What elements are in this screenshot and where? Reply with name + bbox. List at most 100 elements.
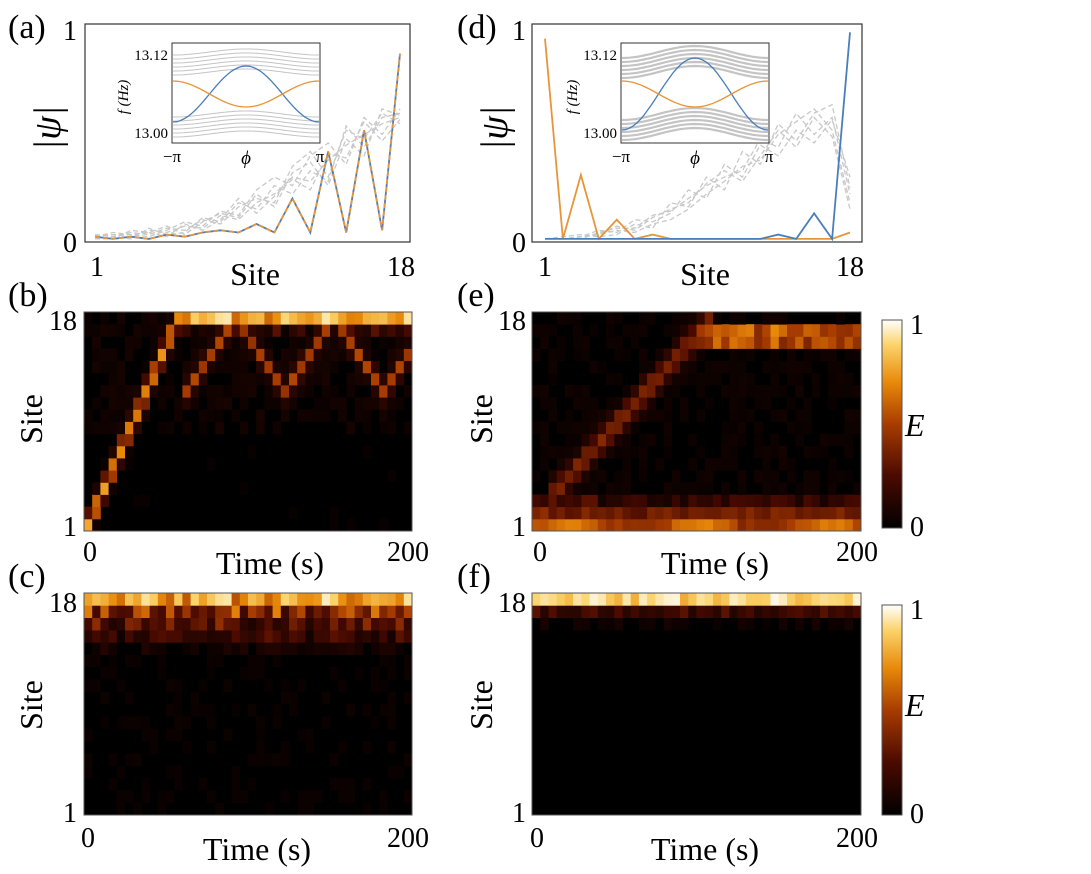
heatmap-b-cell [362, 421, 372, 435]
heatmap-e-cell [844, 445, 854, 459]
heatmap-c-cell [297, 679, 306, 692]
heatmap-e-cell [721, 336, 730, 349]
heatmap-e-cell [762, 312, 771, 325]
heatmap-c-cell [215, 654, 224, 668]
heatmap-e-cell [754, 494, 763, 508]
plot-d-ytick-bottom: 0 [512, 228, 526, 259]
heatmap-e-cell [795, 336, 804, 349]
heatmap-e-cell [795, 433, 804, 447]
heatmap-b-ytick-top: 18 [49, 306, 77, 337]
plot-a-inset-bulk-lower-5 [173, 130, 319, 138]
heatmap-b-cell [248, 445, 257, 459]
heatmap-c-cell [256, 741, 265, 754]
heatmap-c-cell [108, 778, 118, 791]
heatmap-e-cell [778, 360, 788, 374]
heatmap-c-cell [157, 593, 167, 606]
heatmap-e-cell [704, 336, 714, 349]
heatmap-c-cell [321, 691, 331, 705]
heatmap-c-cell [354, 642, 364, 655]
heatmap-c-cell [338, 790, 347, 803]
heatmap-c-cell [239, 667, 249, 680]
heatmap-e-cell [688, 494, 697, 508]
heatmap-b-cell [166, 421, 175, 435]
heatmap-e-cell [671, 506, 681, 520]
heatmap-e-cell [573, 385, 582, 398]
plot-d-inset-bulk-upper-0 [621, 44, 769, 60]
heatmap-f-cell [737, 617, 747, 631]
heatmap-e-cell [762, 445, 771, 459]
plot-d-inset-ylabel: f (Hz) [565, 80, 581, 115]
heatmap-b-cell [256, 421, 265, 435]
heatmap-f-cell [737, 593, 747, 606]
heatmap-c-cell [305, 593, 314, 606]
heatmap-b-cell [84, 409, 93, 422]
heatmap-c-cell [207, 654, 216, 668]
heatmap-e-frame [531, 311, 862, 532]
heatmap-c-cell [182, 593, 191, 606]
heatmap-e-cell [787, 518, 796, 532]
heatmap-b-cell [248, 385, 257, 398]
heatmap-e-cell [556, 421, 566, 435]
heatmap-e-cell [622, 348, 632, 362]
heatmap-e-cell [770, 348, 780, 362]
heatmap-e-cell [597, 360, 607, 374]
plot-d-ylabel: |ψ| [474, 106, 516, 151]
heatmap-c-cell [231, 642, 241, 655]
heatmap-b-cell [215, 385, 224, 398]
heatmap-f-cell [811, 605, 821, 618]
heatmap-b-cell [280, 348, 290, 362]
heatmap-c-cell [272, 617, 282, 631]
heatmap-b-cell [379, 385, 388, 398]
heatmap-c-cell [223, 679, 232, 692]
heatmap-e-cell [614, 409, 623, 422]
heatmap-e-cell [532, 385, 541, 398]
heatmap-b-cell [387, 336, 396, 349]
heatmap-c-cell [141, 716, 150, 729]
heatmap-c-cell [256, 667, 265, 680]
plot-d-inset-bulk-upper-2 [621, 52, 769, 68]
heatmap-b-ylabel: Site [13, 394, 49, 444]
heatmap-b-cell [354, 324, 364, 337]
heatmap-c-cell [289, 704, 298, 717]
heatmap-e-cell [680, 494, 689, 508]
heatmap-c-cell [330, 617, 339, 631]
heatmap-b-cell [338, 348, 347, 362]
heatmap-b-cell [264, 348, 273, 362]
heatmap-c-cell [305, 741, 314, 754]
heatmap-c-cell [354, 605, 364, 618]
heatmap-e-cell [671, 482, 681, 495]
heatmap-e-cell [671, 312, 681, 325]
plot-d-xtick-right: 18 [836, 252, 864, 283]
heatmap-c-cell [100, 605, 109, 618]
heatmap-c-cell [166, 630, 175, 643]
heatmap-c-cell [108, 617, 118, 631]
heatmap-b-cell [239, 421, 249, 435]
heatmap-c-cell [84, 605, 93, 618]
colorbar-top: 1 0 E [881, 310, 925, 543]
heatmap-e-cell [556, 518, 566, 532]
heatmap-c-cell [280, 593, 290, 606]
heatmap-e-cell [729, 458, 738, 471]
heatmap-c-cell [371, 679, 380, 692]
heatmap-e-cell [622, 518, 632, 532]
heatmap-c-cell [403, 691, 413, 705]
heatmap-e-cell [721, 324, 730, 337]
heatmap-b-cell [272, 324, 282, 337]
heatmap-e-cell [729, 372, 738, 386]
heatmap-e-cell [540, 506, 549, 520]
heatmap-e-cell [745, 324, 755, 337]
heatmap-b-cell [305, 336, 314, 349]
heatmap-f-cell [803, 605, 812, 618]
heatmap-c-cell [362, 778, 372, 791]
heatmap-c-cell [354, 593, 364, 606]
heatmap-b-cell [231, 324, 241, 337]
heatmap-e-cell [713, 324, 722, 337]
heatmap-e-cell [581, 385, 590, 398]
heatmap-b-cell [215, 348, 224, 362]
heatmap-e-cell [729, 494, 738, 508]
heatmap-e-cell [836, 506, 845, 520]
heatmap-c-cell [133, 802, 142, 816]
heatmap-f-cell [762, 617, 771, 631]
heatmap-c-cell [362, 617, 372, 631]
heatmap-c-cell [190, 605, 200, 618]
